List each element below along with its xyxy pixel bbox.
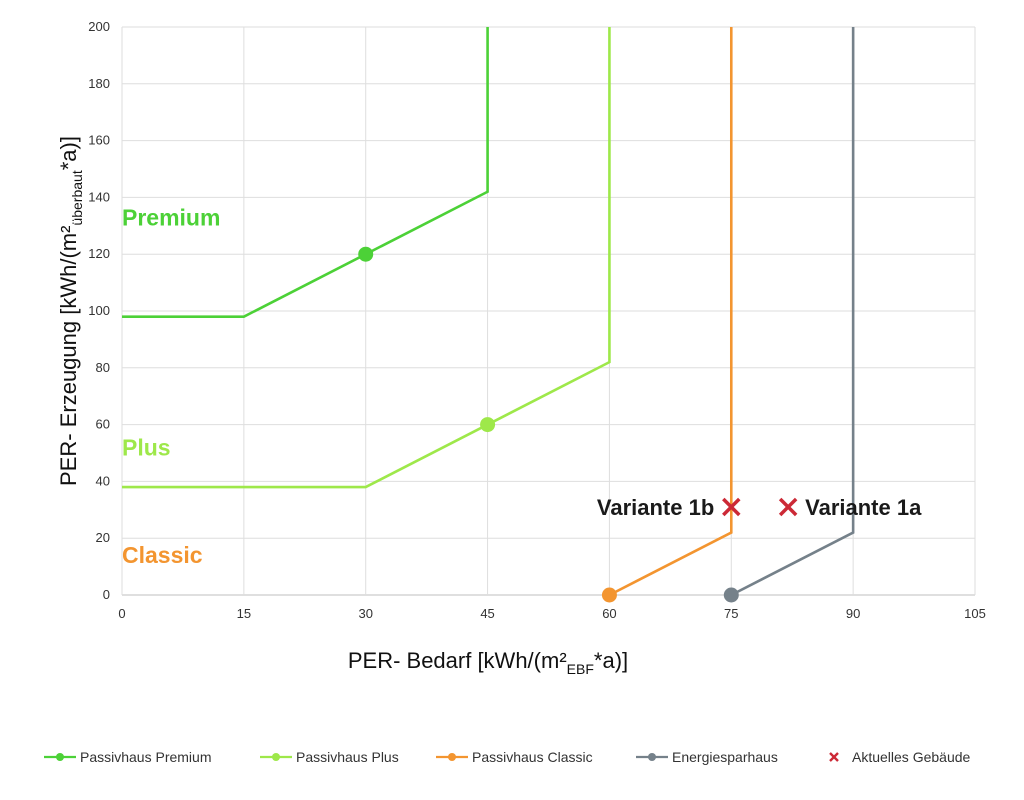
y-axis-title: PER- Erzeugung [kWh/(m²überbaut*a)] — [56, 136, 85, 486]
zone-label-classic: Classic — [122, 542, 203, 568]
legend-label: Passivhaus Classic — [472, 749, 593, 765]
x-tick-label: 60 — [602, 606, 616, 621]
legend-label: Energiesparhaus — [672, 749, 778, 765]
y-tick-label: 120 — [88, 246, 110, 261]
zone-label-premium: Premium — [122, 204, 220, 230]
x-tick-label: 45 — [480, 606, 494, 621]
legend-swatch-marker — [648, 753, 656, 761]
legend: Passivhaus Premium Passivhaus Plus Passivh… — [44, 749, 971, 765]
y-tick-label: 200 — [88, 19, 110, 34]
legend-label: Aktuelles Gebäude — [852, 749, 971, 765]
y-tick-label: 80 — [96, 360, 110, 375]
building-markers: Variante 1b Variante 1a — [597, 495, 922, 520]
legend-item: Aktuelles Gebäude — [829, 749, 971, 765]
y-tick-label: 100 — [88, 303, 110, 318]
series-line-passivhaus-classic — [608, 27, 733, 597]
series-marker-passivhaus-plus — [480, 417, 496, 433]
building-marker-stroke — [778, 497, 798, 517]
x-axis-title: PER- Bedarf [kWh/(m²EBF*a)] — [348, 648, 628, 677]
building-label: Variante 1b — [597, 495, 714, 520]
legend-item: Passivhaus Plus — [260, 749, 399, 765]
legend-swatch-marker — [56, 753, 64, 761]
series-layer — [122, 27, 855, 603]
y-tick-label: 40 — [96, 473, 110, 488]
legend-label: Passivhaus Plus — [296, 749, 399, 765]
legend-swatch-marker — [272, 753, 280, 761]
series-marker-passivhaus-premium — [358, 246, 374, 262]
legend-swatch-x — [829, 752, 839, 762]
legend-item: Passivhaus Premium — [44, 749, 212, 765]
building-marker — [778, 497, 798, 517]
y-tick-label: 180 — [88, 76, 110, 91]
y-tick-label: 0 — [103, 587, 110, 602]
zone-label-plus: Plus — [122, 434, 171, 460]
zone-labels: Premium Plus Classic — [122, 204, 220, 568]
y-tick-label: 20 — [96, 530, 110, 545]
x-tick-label: 90 — [846, 606, 860, 621]
legend-item: Passivhaus Classic — [436, 749, 593, 765]
series-marker-energiesparhaus — [723, 587, 739, 603]
y-tick-label: 60 — [96, 417, 110, 432]
x-tick-label: 15 — [237, 606, 251, 621]
legend-swatch-marker — [448, 753, 456, 761]
legend-item: Energiesparhaus — [636, 749, 778, 765]
building-marker-stroke — [722, 497, 741, 517]
series-line-energiesparhaus — [730, 27, 855, 597]
y-tick-labels: 0 20 40 60 80 100 120 140 160 180 200 — [88, 19, 110, 602]
series-line-passivhaus-premium — [122, 27, 489, 318]
building-marker — [722, 497, 741, 517]
y-tick-label: 140 — [88, 189, 110, 204]
x-tick-label: 0 — [118, 606, 125, 621]
y-tick-label: 160 — [88, 133, 110, 148]
building-label: Variante 1a — [805, 495, 922, 520]
x-tick-label: 30 — [358, 606, 372, 621]
legend-label: Passivhaus Premium — [80, 749, 212, 765]
x-tick-labels: 0 15 30 45 60 75 90 105 — [118, 606, 985, 621]
x-tick-label: 75 — [724, 606, 738, 621]
x-tick-label: 105 — [964, 606, 986, 621]
series-marker-passivhaus-classic — [601, 587, 617, 603]
